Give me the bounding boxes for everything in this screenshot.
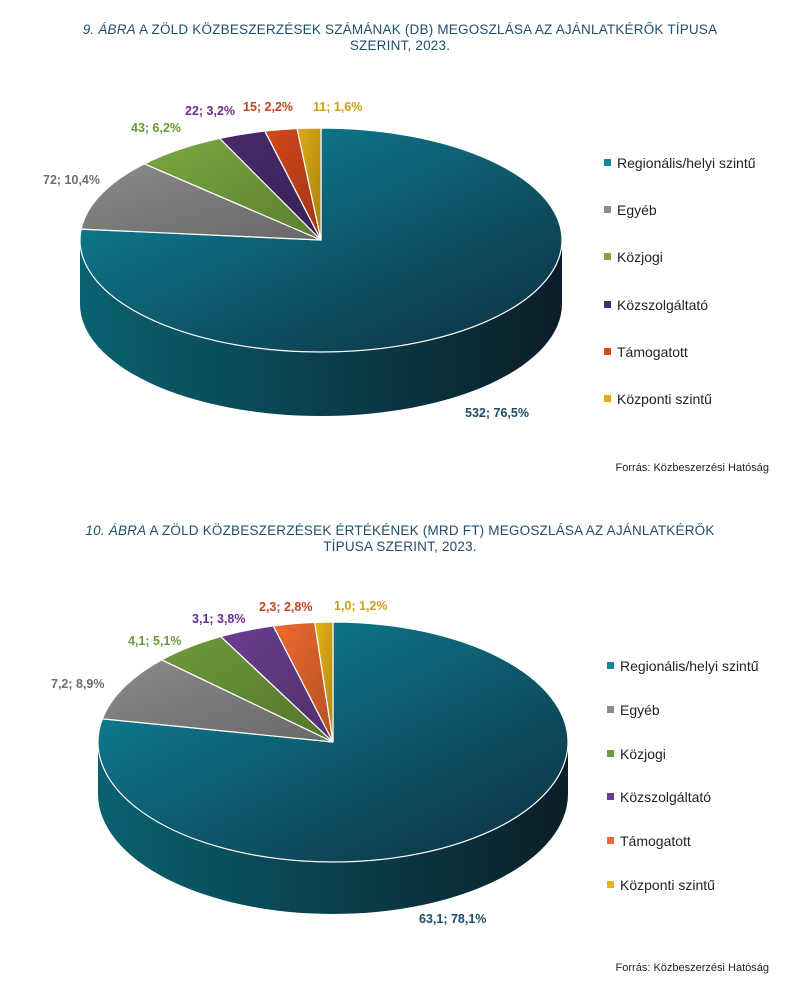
data-label: 43; 6,2%	[131, 121, 182, 135]
data-label: 72; 10,4%	[43, 173, 100, 187]
pie-chart	[79, 127, 563, 416]
legend-label: Egyéb	[620, 701, 660, 718]
chart-panel-2: 10. ábra a zöld közbeszerzések értékének…	[0, 500, 800, 1000]
legend-label: Regionális/helyi szintű	[617, 155, 756, 171]
legend-label: Támogatott	[617, 343, 688, 360]
legend-swatch	[604, 300, 611, 308]
figure-title: a zöld közbeszerzések értékének (mrd ft)…	[149, 523, 715, 554]
legend-label: Közszolgáltató	[620, 789, 712, 806]
data-label: 7,2; 8,9%	[51, 677, 105, 691]
legend-swatch	[607, 662, 614, 669]
legend-swatch	[607, 705, 614, 713]
pie-slice-side	[98, 742, 568, 914]
data-label: 532; 76,5%	[465, 406, 529, 420]
pie-slice	[79, 127, 563, 353]
chart-title: 10. ábra a zöld közbeszerzések értékének…	[60, 523, 740, 555]
legend-swatch	[604, 159, 611, 166]
data-label: 3,1; 3,8%	[192, 612, 246, 626]
legend-swatch	[607, 881, 614, 888]
legend-label: Közjogi	[620, 745, 666, 762]
legend-swatch	[604, 395, 611, 402]
legend-label: Regionális/helyi szintű	[620, 658, 759, 674]
legend-swatch	[607, 837, 614, 845]
legend-label: Központi szintű	[620, 877, 715, 893]
pie-slice	[296, 127, 322, 241]
legend-label: Közjogi	[617, 249, 663, 266]
figure-title: a zöld közbeszerzések számának (db) mego…	[139, 22, 718, 53]
source-note: Forrás: Közbeszerzési Hatóság	[615, 462, 769, 474]
figure-number: 9. ábra	[82, 22, 136, 37]
legend-swatch	[607, 749, 614, 757]
figure-number: 10. ábra	[85, 523, 147, 538]
data-label: 4,1; 5,1%	[128, 634, 182, 648]
legend-label: Támogatott	[620, 833, 691, 850]
data-label: 11; 1,6%	[313, 100, 363, 114]
pie-slice	[314, 621, 334, 743]
source-note: Forrás: Közbeszerzési Hatóság	[615, 962, 769, 974]
legend-swatch	[604, 253, 611, 261]
data-label: 2,3; 2,8%	[259, 600, 313, 614]
data-label: 15; 2,2%	[243, 100, 294, 114]
pie-slice	[101, 659, 334, 743]
data-label: 1,0; 1,2%	[334, 599, 388, 613]
pie-chart	[97, 621, 569, 914]
chart-title: 9. ábra a zöld közbeszerzések számának (…	[60, 22, 740, 54]
legend-label: Közszolgáltató	[617, 296, 709, 313]
legend-swatch	[607, 793, 614, 801]
chart-panel-1: 9. ábra a zöld közbeszerzések számának (…	[43, 22, 769, 474]
pie-slice	[80, 163, 322, 241]
legend-label: Központi szintű	[617, 391, 712, 407]
legend-label: Egyéb	[617, 202, 657, 219]
pie-slice-side	[80, 240, 562, 416]
data-label: 22; 3,2%	[185, 104, 236, 118]
legend-swatch	[604, 206, 611, 214]
data-label: 63,1; 78,1%	[419, 912, 487, 926]
legend-swatch	[604, 347, 611, 355]
